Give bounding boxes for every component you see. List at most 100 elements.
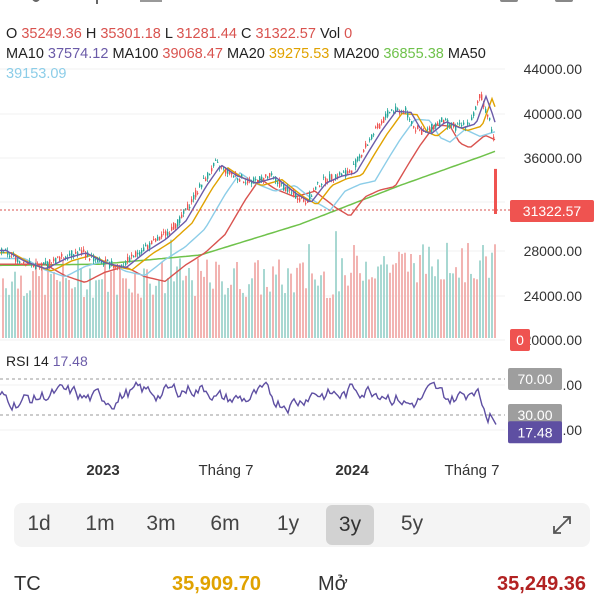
candle [95,258,97,261]
volume-bar [422,244,424,338]
period-1m-button[interactable]: 1m [85,512,115,535]
volume-bar [68,279,70,338]
volume-bar [236,261,238,338]
period-3y-button[interactable]: 3y [326,505,374,545]
candle [179,216,181,223]
expand-icon[interactable] [550,513,574,537]
candle [473,112,475,117]
volume-bar [272,266,274,338]
candle [189,206,191,209]
candle [143,247,145,252]
candle [7,250,9,255]
candle [81,250,83,254]
candle [109,261,111,268]
volume-bar [365,261,367,338]
candle [3,251,5,253]
volume-bar [308,244,310,338]
volume-bar [464,282,466,338]
period-3m-button[interactable]: 3m [146,512,176,535]
candle [387,110,389,117]
candle [165,231,167,236]
candle [319,185,321,187]
candle [383,117,385,123]
period-1y-button[interactable]: 1y [276,512,300,535]
volume-bar [62,259,64,338]
candle [47,261,49,268]
volume-bar [50,273,52,338]
price-summary: TC 35,909.70 Mở 35,249.36 [0,565,600,605]
candle [201,184,203,188]
volume-bar [380,264,382,338]
settings-icon[interactable] [500,0,518,11]
candle [169,233,171,235]
candle [17,259,19,263]
volume-bar [425,273,427,338]
high-value: 35301.18 [100,26,161,42]
volume-bar [419,254,421,338]
volume-bar [239,289,241,338]
candle [391,109,393,111]
candle [377,124,379,128]
candle [293,190,295,197]
candle [33,265,35,268]
period-1d-button[interactable]: 1d [27,512,51,535]
candle [481,94,483,101]
candle [71,250,73,258]
candle [435,123,437,128]
shield-icon[interactable] [28,0,44,11]
candle [239,179,241,182]
candle [363,149,365,152]
camera-icon[interactable] [555,0,573,11]
candle [413,126,415,128]
volume-bar [5,288,7,338]
period-5y-button[interactable]: 5y [400,512,424,535]
reference-price-label: TC [14,573,41,595]
current-price-tag-text: 31322.57 [523,203,582,219]
volume-bar [233,268,235,338]
volume-bar [65,278,67,338]
volume-bar [455,267,457,338]
candle [55,258,57,264]
rsi-tag: 17.48 [508,421,562,444]
rsi-tag: 70.00 [508,368,562,390]
volume-bar [260,294,262,338]
rsi-tag-text: 30.00 [517,407,552,423]
candle [129,257,131,263]
candle [69,253,71,256]
candle [447,119,449,128]
candle [163,231,165,233]
volume-bar [188,267,190,338]
volume-tag-text: 0 [516,332,524,348]
candle [437,122,439,125]
time-tick-label: 2024 [335,462,369,479]
candle [297,198,299,201]
candle [161,234,163,238]
candle [283,184,285,191]
candle [261,176,263,182]
candle [89,259,91,261]
candle [107,259,109,261]
rsi-label: RSI 14 [6,353,49,369]
volume-bar [89,268,91,338]
candle [195,190,197,198]
candle [471,117,473,121]
candle [21,263,23,265]
rsi-legend: RSI 14 17.48 [6,353,88,369]
volume-bar [284,293,286,338]
rsi-tag-text: 17.48 [517,424,552,440]
volume-bar [398,251,400,338]
add-icon[interactable] [90,0,104,9]
volume-bar [248,284,250,338]
volume-bar [383,256,385,338]
volume-bar [56,279,58,338]
volume-bar [107,291,109,338]
candle [375,126,377,129]
fx-icon[interactable] [140,0,162,11]
volume-bar [263,269,265,338]
open-label: O [6,26,18,42]
price-chart[interactable]: 44000.00 40000.00 36000.00 28000.00 24000.00… [0,0,600,490]
period-6m-button[interactable]: 6m [210,512,240,535]
volume-bar [110,271,112,338]
candle [415,130,417,132]
